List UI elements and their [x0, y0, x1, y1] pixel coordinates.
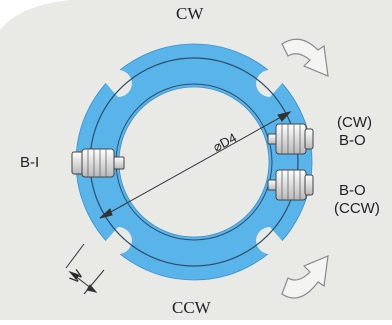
label-cw-paren: (CW): [337, 114, 372, 131]
width-dimension: [65, 243, 105, 295]
sensor-bi: [71, 148, 125, 178]
notch-top-left: [96, 47, 133, 98]
label-ccw-paren: (CCW): [334, 200, 380, 217]
label-bo-ccw: B-O: [339, 182, 366, 199]
slotted-ring: [75, 43, 313, 281]
diameter-dimension: [99, 111, 292, 219]
ccw-rotation-arrow-icon: [281, 255, 329, 299]
label-ccw-bottom: CCW: [172, 298, 211, 317]
sensor-bo-cw: [267, 123, 314, 155]
sensor-bo-ccw: [267, 169, 314, 201]
notch-bottom-right: [255, 226, 292, 277]
notch-bottom-left: [96, 226, 133, 277]
notch-top-right: [255, 47, 292, 98]
label-cw-top: CW: [176, 4, 204, 23]
label-bo-cw: B-O: [339, 132, 366, 149]
cw-rotation-arrow-icon: [281, 38, 329, 77]
label-bi: B-I: [20, 154, 40, 171]
ring-notches: [96, 47, 292, 277]
